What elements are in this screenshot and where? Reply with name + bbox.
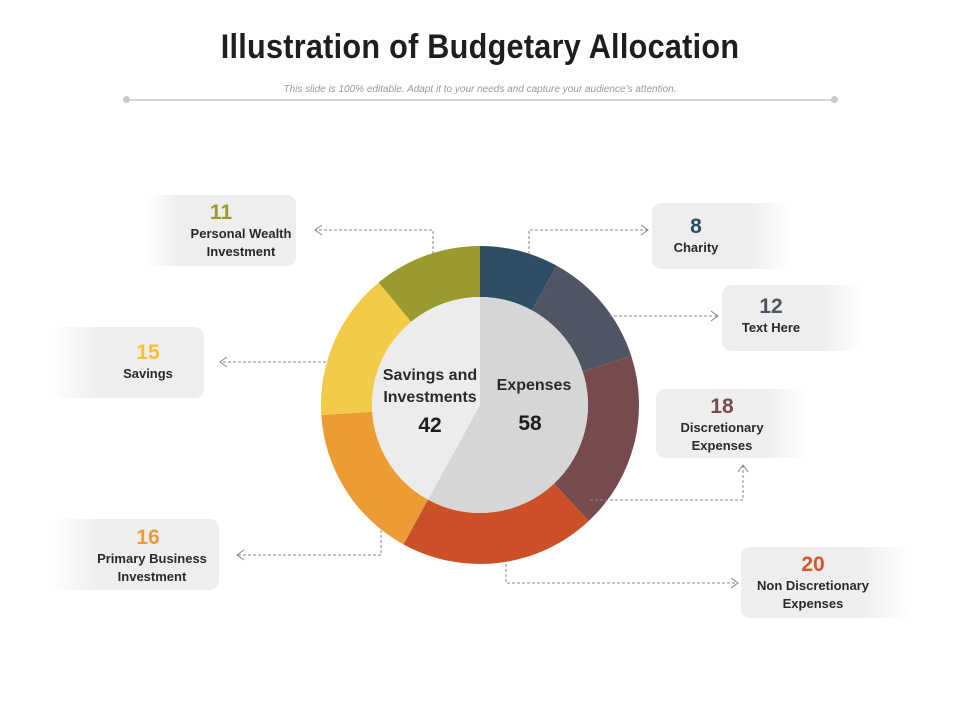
- card-charity-label: Charity: [673, 240, 719, 255]
- center-left-line2: Investments: [383, 389, 476, 406]
- arrowhead-primary-business: [236, 549, 245, 561]
- card-text-here-value: 12: [759, 295, 783, 318]
- inner-slice-expenses: [427, 297, 589, 513]
- card-discretionary-label-1: Discretionary: [680, 420, 764, 435]
- slice-charity: [480, 246, 557, 311]
- card-discretionary: 18 Discretionary Expenses: [656, 389, 808, 458]
- card-savings: 15 Savings: [52, 327, 204, 398]
- card-non-discretionary-value: 20: [801, 553, 825, 576]
- divider-dot-right: [831, 96, 838, 103]
- slice-personal-wealth: [378, 246, 480, 322]
- divider-dot-left: [123, 96, 130, 103]
- title-divider: [127, 99, 834, 101]
- card-primary-business-label-1: Primary Business: [97, 551, 207, 566]
- slice-savings: [321, 282, 412, 415]
- arrowhead-savings: [219, 356, 228, 368]
- connector-non-discretionary: [505, 564, 738, 584]
- card-personal-wealth: 11 Personal Wealth Investment: [146, 195, 296, 266]
- card-personal-wealth-label-2: Investment: [206, 244, 276, 259]
- outer-ring: [321, 246, 639, 564]
- connector-personal-wealth: [315, 229, 434, 254]
- card-non-discretionary: 20 Non Discretionary Expenses: [741, 547, 911, 618]
- card-text-here: 12 Text Here: [722, 285, 862, 351]
- page-title: Illustration of Budgetary Allocation: [220, 28, 740, 66]
- card-text-here-label: Text Here: [741, 320, 801, 335]
- arrowhead-personal-wealth: [314, 224, 323, 236]
- card-primary-business-value: 16: [136, 526, 160, 549]
- card-charity-value: 8: [690, 215, 702, 238]
- center-right-label: Expenses: [497, 377, 572, 394]
- slice-primary-business: [321, 411, 428, 545]
- inner-disc: [372, 297, 589, 513]
- arrowhead-discretionary: [737, 464, 749, 473]
- card-non-discretionary-label-1: Non Discretionary: [757, 578, 869, 593]
- card-personal-wealth-label-1: Personal Wealth: [190, 226, 292, 241]
- center-left-value: 42: [418, 414, 441, 437]
- card-primary-business: 16 Primary Business Investment: [52, 519, 219, 590]
- arrowhead-non-discretionary: [730, 577, 739, 589]
- card-savings-value: 15: [136, 341, 160, 364]
- card-non-discretionary-label-2: Expenses: [782, 596, 844, 611]
- page-subtitle: This slide is 100% editable. Adapt it to…: [283, 84, 677, 95]
- center-right-value: 58: [518, 412, 542, 435]
- card-primary-business-label-2: Investment: [117, 569, 187, 584]
- card-discretionary-value: 18: [710, 395, 734, 418]
- card-personal-wealth-value: 11: [209, 201, 233, 224]
- center-left-line1: Savings and: [383, 367, 477, 384]
- slice-discretionary: [553, 355, 639, 521]
- slice-non-discretionary: [403, 483, 589, 564]
- card-savings-label: Savings: [123, 366, 173, 381]
- card-charity: 8 Charity: [652, 203, 790, 269]
- slice-text-here: [532, 265, 632, 372]
- connector-charity: [528, 229, 648, 254]
- arrowhead-text-here: [710, 310, 719, 322]
- connector-primary-business: [237, 530, 382, 556]
- arrowhead-charity: [640, 224, 649, 236]
- card-discretionary-label-2: Expenses: [691, 438, 753, 453]
- inner-slice-savings-investments: [372, 297, 480, 500]
- connector-discretionary: [590, 465, 744, 501]
- connectors: [219, 224, 749, 589]
